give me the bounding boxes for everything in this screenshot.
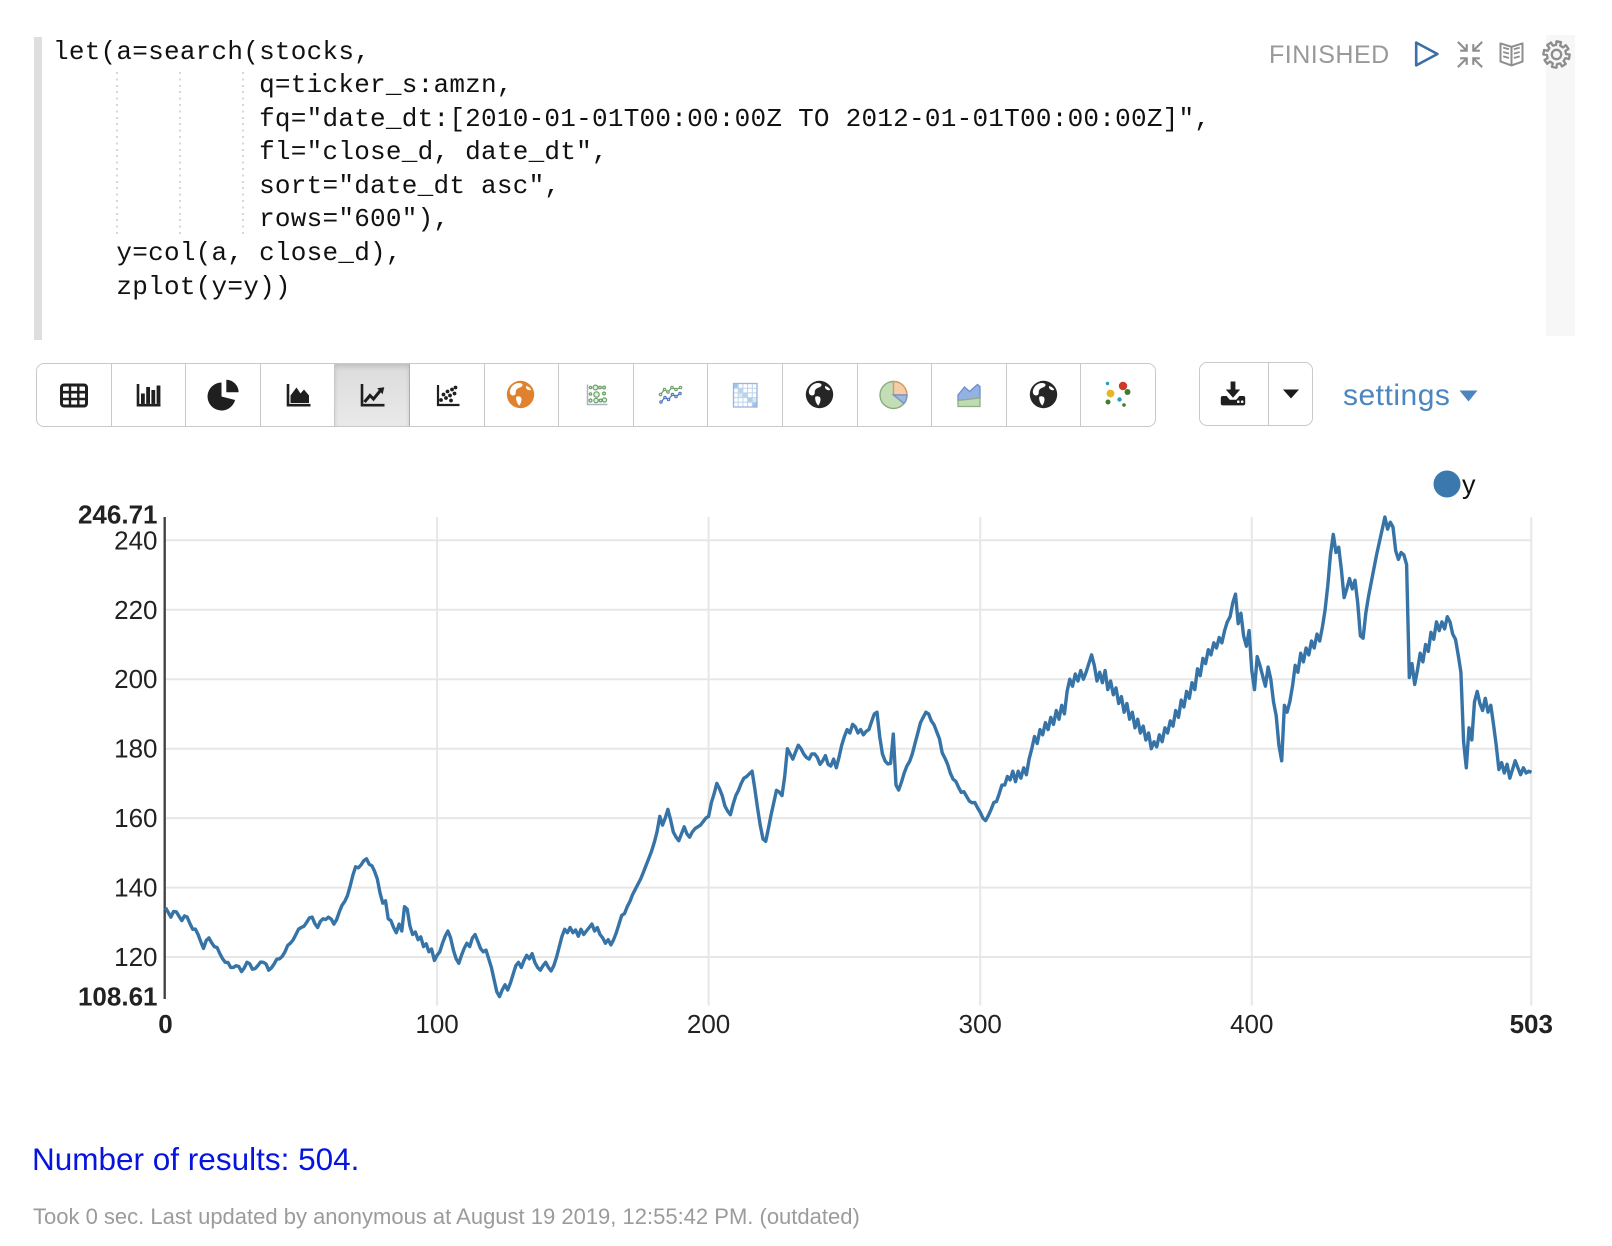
svg-text:120: 120 [114, 942, 157, 972]
svg-text:503: 503 [1510, 1009, 1553, 1039]
svg-text:400: 400 [1230, 1009, 1273, 1039]
svg-text:246.71: 246.71 [78, 500, 158, 530]
svg-text:140: 140 [114, 873, 157, 903]
svg-text:0: 0 [158, 1009, 172, 1039]
svg-text:180: 180 [114, 734, 157, 764]
svg-text:300: 300 [959, 1009, 1002, 1039]
svg-text:160: 160 [114, 803, 157, 833]
svg-text:200: 200 [114, 664, 157, 694]
svg-text:108.61: 108.61 [78, 982, 158, 1012]
svg-text:100: 100 [415, 1009, 458, 1039]
svg-text:200: 200 [687, 1009, 730, 1039]
svg-text:220: 220 [114, 595, 157, 625]
svg-text:y: y [1462, 470, 1476, 500]
svg-text:240: 240 [114, 525, 157, 555]
